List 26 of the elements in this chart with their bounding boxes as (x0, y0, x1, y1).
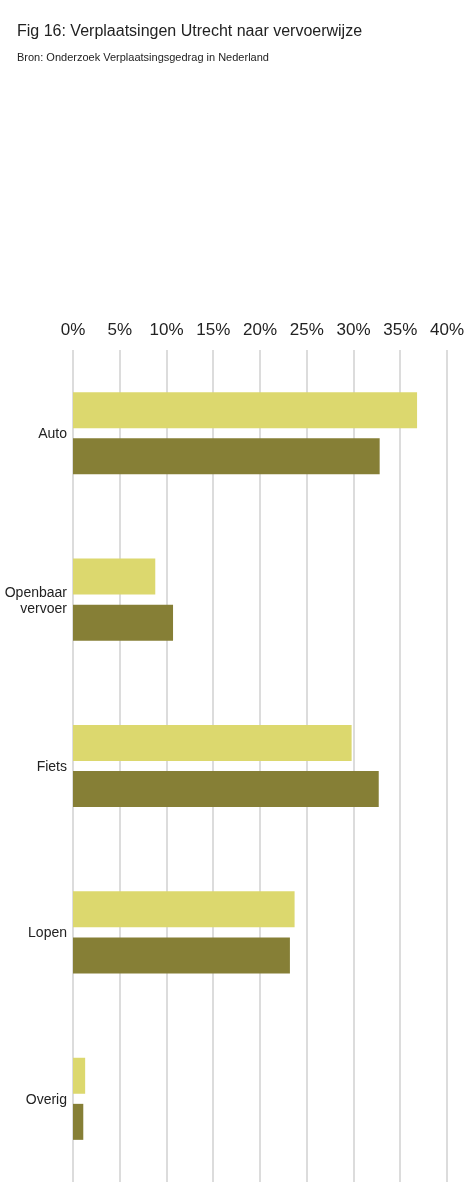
x-tick-label: 10% (149, 320, 184, 339)
y-tick-label: Auto (38, 425, 68, 442)
chart-title: Fig 16: Verplaatsingen Utrecht naar vervoerwijze (17, 21, 363, 39)
y-tick-label: Openbaar vervoer (4, 583, 68, 616)
y-tick-label: Fiets (36, 758, 67, 774)
text: Bron: Onderzoek Verplaatsingsgedrag in Nederland (17, 51, 269, 63)
y-tick-label: Lopen (28, 924, 67, 941)
bar (73, 392, 418, 429)
bar (73, 1103, 84, 1140)
bar (73, 891, 295, 928)
x-tick-label: 30% (336, 320, 371, 339)
bar (73, 558, 156, 595)
bar (73, 771, 379, 808)
bar (73, 438, 380, 475)
x-tick-label: 35% (383, 320, 418, 339)
bar (73, 604, 174, 641)
x-tick-label: 0% (60, 320, 86, 339)
x-tick-label: 20% (242, 320, 278, 339)
bar (73, 724, 352, 761)
x-tick-label: 25% (289, 320, 324, 339)
x-tick-label: 40% (429, 320, 464, 339)
x-tick-label: 5% (107, 320, 133, 339)
bar (73, 937, 290, 974)
y-tick-label: Overig (25, 1090, 67, 1107)
bar (73, 1057, 86, 1094)
x-tick-label: 15% (196, 320, 231, 339)
